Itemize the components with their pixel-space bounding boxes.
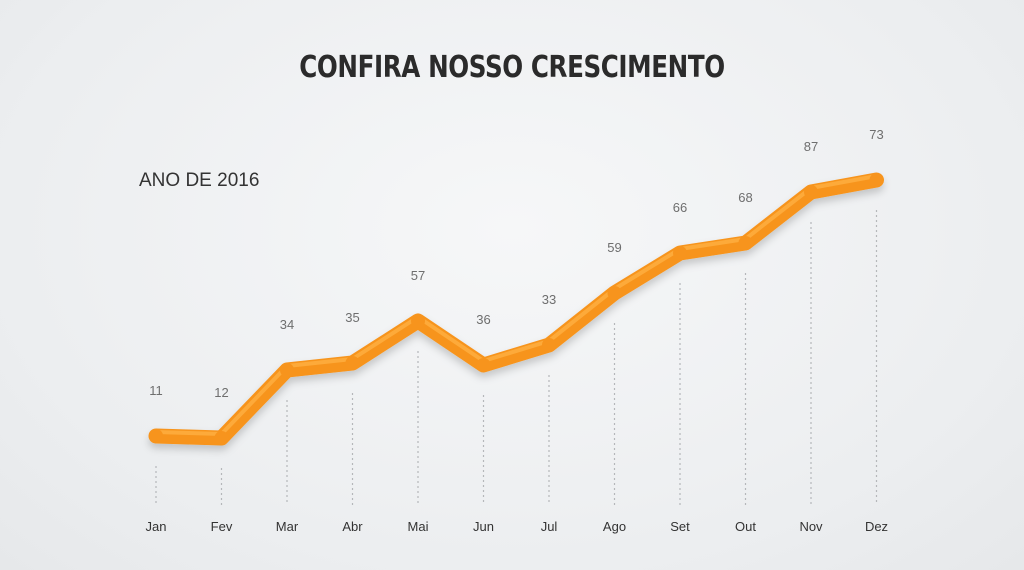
data-point-mar — [280, 363, 294, 377]
drop-lines — [155, 210, 878, 505]
tick-label-nov: Nov — [799, 519, 823, 534]
data-point-set — [673, 246, 687, 260]
chart-subtitle: ANO DE 2016 — [139, 170, 260, 191]
value-label-ago: 59 — [607, 240, 621, 255]
value-label-mar: 34 — [280, 317, 294, 332]
value-label-abr: 35 — [345, 310, 359, 325]
tick-label-abr: Abr — [342, 519, 363, 534]
tick-label-out: Out — [735, 519, 756, 534]
value-label-out: 68 — [738, 190, 752, 205]
tick-label-dez: Dez — [865, 519, 888, 534]
data-point-nov — [804, 185, 818, 199]
series-line-highlight — [154, 174, 879, 436]
data-point-mai — [411, 314, 425, 328]
tick-label-mar: Mar — [276, 519, 299, 534]
data-point-ago — [607, 286, 622, 300]
data-point-jan — [149, 429, 163, 443]
value-label-jan: 11 — [149, 383, 163, 398]
data-point-jun — [476, 358, 491, 372]
value-label-nov: 87 — [804, 139, 818, 154]
chart-title: CONFIRA NOSSO CRESCIMENTO — [299, 50, 725, 85]
data-point-out — [738, 236, 753, 250]
value-label-jun: 36 — [476, 312, 490, 327]
value-label-mai: 57 — [411, 268, 425, 283]
series-line — [148, 172, 884, 446]
value-label-set: 66 — [673, 200, 687, 215]
tick-label-fev: Fev — [211, 519, 233, 534]
data-point-fev — [214, 431, 229, 445]
data-point-dez — [869, 173, 884, 187]
tick-label-ago: Ago — [603, 519, 626, 534]
tick-label-jun: Jun — [473, 519, 494, 534]
tick-label-mai: Mai — [408, 519, 429, 534]
value-label-dez: 73 — [869, 127, 883, 142]
value-label-fev: 12 — [214, 385, 228, 400]
tick-label-jul: Jul — [541, 519, 558, 534]
x-axis-tick-labels: Jan Fev Mar Abr Mai Jun Jul Ago Set Out Nov Dez — [146, 519, 889, 534]
data-point-abr — [345, 356, 360, 370]
tick-label-set: Set — [670, 519, 690, 534]
series-line-group — [148, 172, 884, 446]
value-label-jul: 33 — [542, 292, 556, 307]
tick-label-jan: Jan — [146, 519, 167, 534]
value-labels: 11 12 34 35 57 36 33 59 66 68 87 73 — [149, 127, 883, 400]
data-point-jul — [542, 338, 556, 352]
